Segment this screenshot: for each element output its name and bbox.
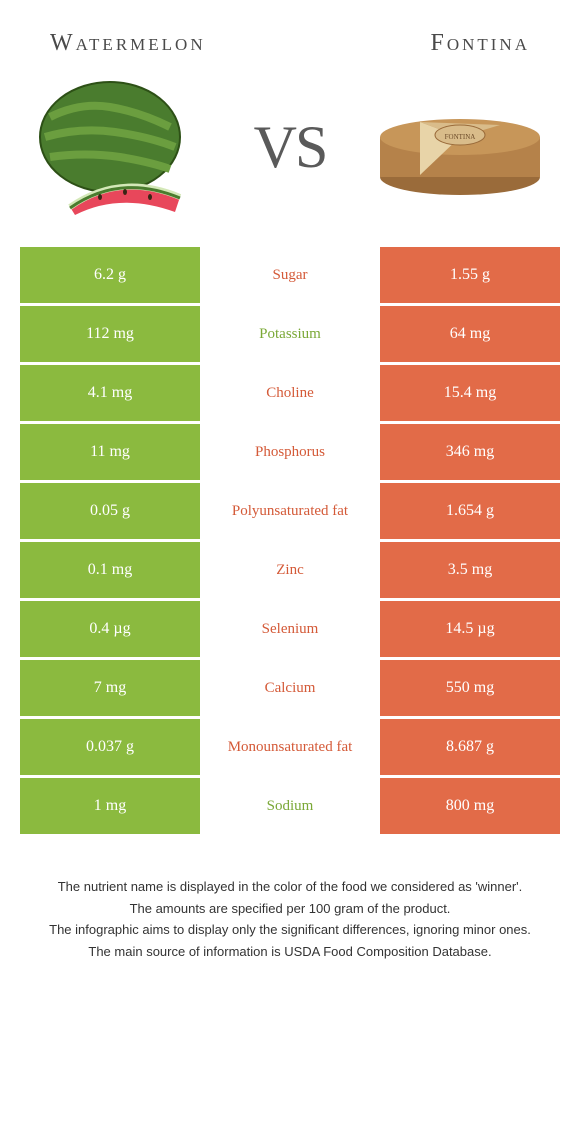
nutrient-label: Zinc <box>200 542 380 598</box>
table-row: 7 mgCalcium550 mg <box>20 660 560 716</box>
left-value: 0.037 g <box>20 719 200 775</box>
table-row: 0.4 µgSelenium14.5 µg <box>20 601 560 657</box>
images-row: VS FONTINA <box>0 67 580 247</box>
nutrient-label: Polyunsaturated fat <box>200 483 380 539</box>
left-value: 7 mg <box>20 660 200 716</box>
nutrient-label: Selenium <box>200 601 380 657</box>
right-value: 346 mg <box>380 424 560 480</box>
footer-line: The nutrient name is displayed in the co… <box>30 877 550 897</box>
nutrient-label: Phosphorus <box>200 424 380 480</box>
right-food-title: Fontina <box>430 30 530 57</box>
left-value: 1 mg <box>20 778 200 834</box>
footer-notes: The nutrient name is displayed in the co… <box>0 837 580 983</box>
left-value: 11 mg <box>20 424 200 480</box>
left-value: 112 mg <box>20 306 200 362</box>
left-food-title: Watermelon <box>50 30 206 57</box>
nutrient-label: Sodium <box>200 778 380 834</box>
right-value: 14.5 µg <box>380 601 560 657</box>
watermelon-image <box>30 77 210 217</box>
right-value: 550 mg <box>380 660 560 716</box>
svg-text:FONTINA: FONTINA <box>445 133 476 141</box>
footer-line: The amounts are specified per 100 gram o… <box>30 899 550 919</box>
footer-line: The infographic aims to display only the… <box>30 920 550 940</box>
left-value: 0.1 mg <box>20 542 200 598</box>
nutrient-label: Choline <box>200 365 380 421</box>
fontina-image: FONTINA <box>370 77 550 217</box>
table-row: 11 mgPhosphorus346 mg <box>20 424 560 480</box>
table-row: 0.05 gPolyunsaturated fat1.654 g <box>20 483 560 539</box>
left-value: 6.2 g <box>20 247 200 303</box>
right-value: 800 mg <box>380 778 560 834</box>
table-row: 1 mgSodium800 mg <box>20 778 560 834</box>
right-value: 3.5 mg <box>380 542 560 598</box>
table-row: 4.1 mgCholine15.4 mg <box>20 365 560 421</box>
nutrient-label: Calcium <box>200 660 380 716</box>
right-value: 1.654 g <box>380 483 560 539</box>
vs-label: VS <box>254 113 327 182</box>
right-value: 64 mg <box>380 306 560 362</box>
left-value: 4.1 mg <box>20 365 200 421</box>
right-value: 15.4 mg <box>380 365 560 421</box>
nutrient-label: Potassium <box>200 306 380 362</box>
left-value: 0.4 µg <box>20 601 200 657</box>
header: Watermelon Fontina <box>0 0 580 67</box>
nutrient-table: 6.2 gSugar1.55 g112 mgPotassium64 mg4.1 … <box>20 247 560 834</box>
table-row: 112 mgPotassium64 mg <box>20 306 560 362</box>
nutrient-label: Monounsaturated fat <box>200 719 380 775</box>
table-row: 0.037 gMonounsaturated fat8.687 g <box>20 719 560 775</box>
nutrient-label: Sugar <box>200 247 380 303</box>
footer-line: The main source of information is USDA F… <box>30 942 550 962</box>
left-value: 0.05 g <box>20 483 200 539</box>
right-value: 1.55 g <box>380 247 560 303</box>
right-value: 8.687 g <box>380 719 560 775</box>
table-row: 0.1 mgZinc3.5 mg <box>20 542 560 598</box>
table-row: 6.2 gSugar1.55 g <box>20 247 560 303</box>
